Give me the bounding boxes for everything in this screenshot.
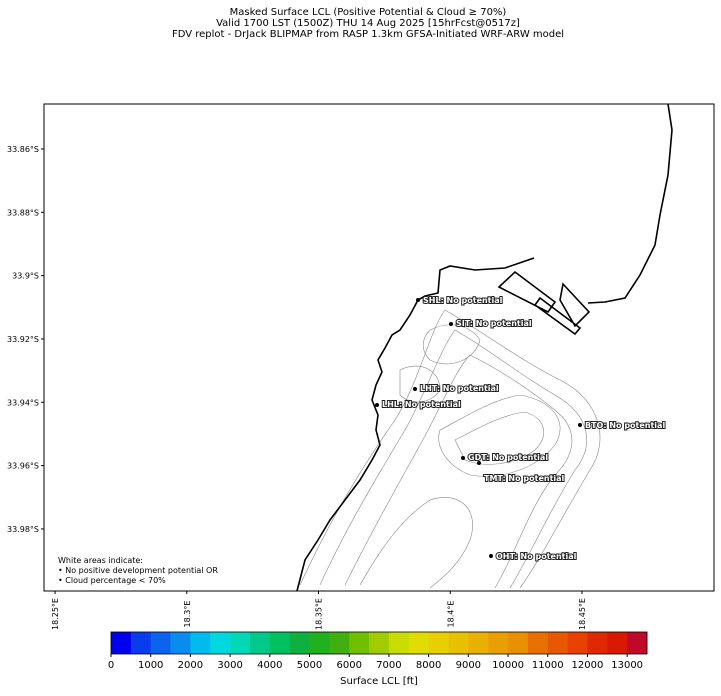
- y-tick-label: 33.88°S: [7, 208, 39, 217]
- colorbar-segment: [547, 632, 568, 654]
- colorbar-segment: [190, 632, 211, 654]
- y-tick-label: 33.98°S: [7, 525, 39, 534]
- colorbar-segment: [249, 632, 271, 654]
- colorbar-segment: [627, 632, 648, 654]
- colorbar-segment: [130, 632, 152, 654]
- colorbar-tick-label: 2000: [178, 660, 203, 671]
- note-line: White areas indicate:: [58, 556, 143, 565]
- colorbar-segment: [468, 632, 489, 654]
- colorbar-segment: [567, 632, 588, 654]
- colorbar-tick-label: 10000: [492, 660, 524, 671]
- colorbar-tick-label: 6000: [336, 660, 361, 671]
- colorbar-segment: [369, 632, 390, 654]
- colorbar-tick-label: 5000: [297, 660, 322, 671]
- colorbar-segment: [587, 632, 608, 654]
- y-tick-label: 33.86°S: [7, 145, 39, 154]
- colorbar-segment: [607, 632, 628, 654]
- colorbar-tick-label: 8000: [416, 660, 441, 671]
- colorbar-tick-label: 11000: [532, 660, 564, 671]
- station-dot: [375, 403, 379, 407]
- colorbar-segment: [329, 632, 350, 654]
- y-tick-label: 33.92°S: [7, 335, 39, 344]
- colorbar-segment: [269, 632, 290, 654]
- title-line: Masked Surface LCL (Positive Potential &…: [230, 7, 507, 18]
- contours: [299, 309, 601, 589]
- x-tick-label: 18.25°E: [51, 598, 60, 630]
- y-tick-label: 33.9°S: [12, 272, 39, 281]
- colorbar-segment: [428, 632, 449, 654]
- colorbar-segment: [448, 632, 469, 654]
- colorbar-tick-label: 1000: [138, 660, 163, 671]
- colorbar-segment: [508, 632, 529, 654]
- colorbar-tick-label: 0: [108, 660, 114, 671]
- station-label: BTO: No potential: [585, 421, 665, 430]
- map-frame: [43, 103, 715, 592]
- station-label: LHT: No potential: [420, 384, 499, 393]
- x-tick-label: 18.45°E: [578, 598, 587, 630]
- colorbar-tick-label: 12000: [572, 660, 604, 671]
- x-tick-label: 18.4°E: [446, 601, 455, 628]
- colorbar-segment: [150, 632, 171, 654]
- colorbar-tick-label: 9000: [456, 660, 481, 671]
- colorbar-frame: [110, 631, 648, 655]
- note-line: • No positive development potential OR: [58, 566, 218, 575]
- colorbar-segment: [309, 632, 330, 654]
- y-tick-label: 33.94°S: [7, 398, 39, 407]
- station-dot: [489, 554, 493, 558]
- station-dot: [413, 387, 417, 391]
- coastline: [296, 103, 673, 592]
- station-dot: [416, 298, 420, 302]
- colorbar-segment: [170, 632, 191, 654]
- colorbar-segment: [210, 632, 231, 654]
- station-dot: [461, 456, 465, 460]
- colorbar-segment: [527, 632, 549, 654]
- note-line: • Cloud percentage < 70%: [58, 576, 166, 585]
- colorbar-tick-label: 4000: [257, 660, 282, 671]
- title-line: Valid 1700 LST (1500Z) THU 14 Aug 2025 […: [216, 18, 520, 29]
- station-dot: [578, 423, 582, 427]
- station-dot: [449, 322, 453, 326]
- station-label: TMT: No potential: [484, 474, 565, 483]
- colorbar-segment: [289, 632, 310, 654]
- x-tick-label: 18.35°E: [315, 598, 324, 630]
- station-label: SHL: No potential: [423, 296, 503, 305]
- colorbar-segment: [488, 632, 509, 654]
- station-label: OHT: No potential: [496, 552, 577, 561]
- colorbar-label: Surface LCL [ft]: [340, 676, 418, 687]
- y-tick-label: 33.96°S: [7, 462, 39, 471]
- colorbar-segment: [230, 632, 251, 654]
- station-dot: [477, 461, 481, 465]
- station-label: GDT: No potential: [468, 453, 548, 462]
- title-line: FDV replot - DrJack BLIPMAP from RASP 1.…: [172, 29, 564, 40]
- x-tick-label: 18.3°E: [183, 601, 192, 628]
- colorbar-segment: [111, 632, 132, 654]
- colorbar-segment: [408, 632, 429, 654]
- colorbar-segment: [388, 632, 410, 654]
- station-label: LHL: No potential: [382, 400, 461, 409]
- station-label: SIT: No potential: [456, 319, 532, 328]
- colorbar-tick-label: 7000: [376, 660, 401, 671]
- colorbar-tick-label: 13000: [611, 660, 643, 671]
- colorbar-tick-label: 3000: [217, 660, 242, 671]
- colorbar-segment: [349, 632, 370, 654]
